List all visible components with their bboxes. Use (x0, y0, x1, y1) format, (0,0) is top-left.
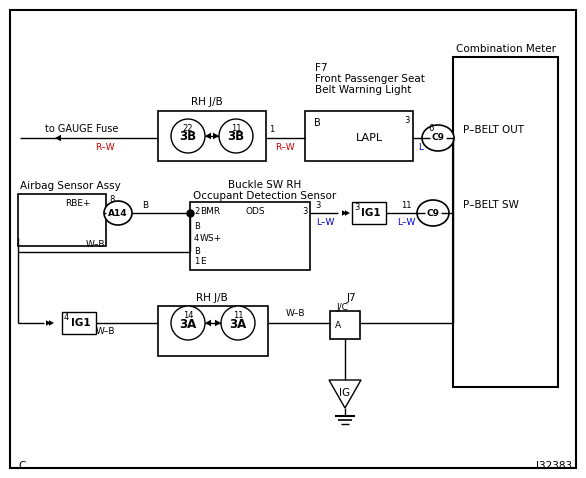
Text: 4: 4 (64, 313, 69, 322)
Bar (352, 202, 386, 224)
Text: P–BELT OUT: P–BELT OUT (463, 125, 524, 135)
Text: 3: 3 (302, 207, 308, 217)
Text: Belt Warning Light: Belt Warning Light (315, 85, 411, 95)
Ellipse shape (422, 125, 454, 151)
Text: 1: 1 (269, 124, 274, 133)
Text: J/C: J/C (336, 304, 348, 313)
Bar (305, 111, 413, 161)
Circle shape (171, 306, 205, 340)
Circle shape (171, 119, 205, 153)
Text: L: L (418, 142, 424, 152)
Text: 4: 4 (194, 233, 199, 242)
Text: Airbag Sensor Assy: Airbag Sensor Assy (19, 181, 120, 191)
Circle shape (221, 306, 255, 340)
Bar (18, 194, 106, 246)
Polygon shape (205, 133, 211, 139)
Text: L–W: L–W (316, 217, 334, 227)
Ellipse shape (104, 201, 132, 225)
Text: C9: C9 (427, 208, 440, 217)
Text: 3B: 3B (179, 130, 196, 143)
Text: LAPL: LAPL (356, 133, 383, 143)
Text: R–W: R–W (275, 142, 295, 152)
Bar (62, 312, 96, 334)
Bar (158, 111, 266, 161)
Text: RBE+: RBE+ (66, 199, 91, 208)
Polygon shape (213, 133, 219, 139)
Text: E: E (200, 258, 206, 267)
Text: 11: 11 (233, 311, 243, 319)
Text: B: B (314, 118, 321, 128)
Text: 3: 3 (404, 116, 410, 124)
Text: L–W: L–W (397, 217, 415, 227)
Polygon shape (329, 380, 361, 408)
Text: 1: 1 (194, 258, 199, 267)
Text: ODS: ODS (245, 207, 265, 217)
Text: 11: 11 (401, 200, 411, 209)
Text: 3: 3 (354, 203, 359, 211)
Polygon shape (49, 320, 54, 326)
Ellipse shape (417, 200, 449, 226)
Polygon shape (205, 320, 211, 326)
Text: BMR: BMR (200, 207, 220, 217)
Bar (330, 311, 360, 339)
Text: A: A (335, 321, 341, 329)
Text: B: B (194, 247, 200, 256)
Polygon shape (55, 135, 61, 141)
Text: 14: 14 (183, 311, 193, 319)
Text: C: C (18, 461, 25, 471)
Text: B: B (194, 221, 200, 230)
Text: 8: 8 (109, 196, 114, 205)
Text: A14: A14 (108, 208, 128, 217)
Circle shape (219, 119, 253, 153)
Text: 3A: 3A (229, 317, 247, 330)
Text: Front Passenger Seat: Front Passenger Seat (315, 74, 425, 84)
Text: I32383: I32383 (536, 461, 572, 471)
Text: RH J/B: RH J/B (191, 97, 223, 107)
Text: Occupant Detection Sensor: Occupant Detection Sensor (193, 191, 336, 201)
Text: 22: 22 (183, 123, 193, 132)
Text: Buckle SW RH: Buckle SW RH (229, 180, 302, 190)
Bar (453, 57, 558, 387)
Text: IG1: IG1 (71, 318, 91, 328)
Text: F7: F7 (315, 63, 328, 73)
Text: W–B: W–B (285, 309, 305, 318)
Text: B: B (142, 200, 148, 209)
Polygon shape (215, 320, 221, 326)
Text: 3A: 3A (179, 317, 197, 330)
Text: 11: 11 (231, 123, 241, 132)
Text: 3: 3 (315, 200, 321, 209)
Text: to GAUGE Fuse: to GAUGE Fuse (45, 124, 119, 134)
Text: J7: J7 (346, 293, 356, 303)
Text: 6: 6 (428, 123, 434, 132)
Text: IG: IG (339, 388, 350, 398)
Text: C9: C9 (431, 133, 445, 142)
Text: 3B: 3B (227, 130, 244, 143)
Polygon shape (46, 320, 51, 326)
Bar (190, 202, 310, 270)
Text: R–W: R–W (95, 142, 115, 152)
Text: IG1: IG1 (361, 208, 381, 218)
Polygon shape (345, 210, 350, 216)
Text: W–B: W–B (96, 327, 115, 337)
Text: RH J/B: RH J/B (196, 293, 228, 303)
Polygon shape (342, 210, 347, 216)
Text: W–B: W–B (85, 239, 105, 249)
Text: WS+: WS+ (200, 233, 222, 242)
Bar (158, 306, 268, 356)
Text: 2: 2 (194, 207, 199, 217)
Text: Combination Meter: Combination Meter (455, 44, 556, 54)
Text: P–BELT SW: P–BELT SW (463, 200, 519, 210)
